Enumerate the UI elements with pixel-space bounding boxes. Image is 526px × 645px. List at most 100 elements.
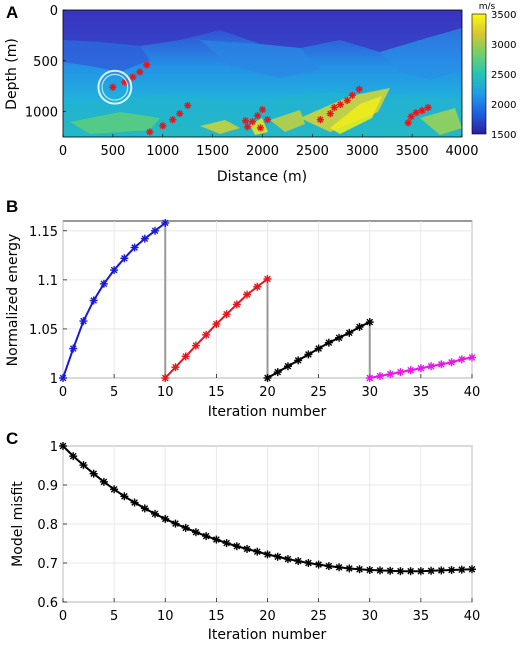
x-tick-label: 40: [464, 609, 481, 624]
star-stroke: [284, 555, 292, 563]
star-stroke: [305, 351, 312, 358]
panel-a-x-label: Distance (m): [217, 169, 307, 185]
colorbar-tick-label: 3500: [491, 10, 516, 21]
star-stroke: [151, 227, 159, 235]
star-stroke: [223, 539, 230, 547]
data-point: [59, 374, 67, 382]
panel-letter-b: B: [6, 197, 18, 216]
star-stroke: [259, 106, 266, 113]
panel-a-x-ticks: 0 500 1000 1500 2000 2500 3000 3500 4000: [59, 134, 479, 159]
colorbar-ticks: 3500 3000 2500 2000 1500: [491, 10, 516, 141]
star-stroke: [184, 102, 191, 109]
data-point: [140, 234, 149, 243]
star-stroke: [100, 280, 108, 288]
star-stroke: [143, 61, 150, 68]
star-stroke: [315, 561, 322, 568]
star-stroke: [366, 566, 374, 574]
data-point: [69, 452, 78, 461]
data-point: [181, 352, 190, 361]
data-point: [151, 226, 160, 235]
data-point: [120, 254, 129, 263]
star-stroke: [448, 358, 455, 366]
panel-c-x-ticks: 0 5 10 15 20 25 30 35 40: [59, 598, 480, 624]
data-point: [120, 492, 129, 501]
star-stroke: [264, 275, 271, 283]
source-marker: [326, 110, 334, 118]
star-stroke: [109, 84, 116, 91]
star-stroke: [59, 374, 67, 382]
x-tick-label: 5: [110, 609, 118, 624]
star-stroke: [331, 104, 338, 111]
star-stroke: [169, 116, 176, 123]
star-stroke: [397, 567, 404, 575]
star-stroke: [121, 79, 128, 86]
data-point: [365, 318, 374, 327]
source-marker: [169, 116, 177, 124]
data-point: [212, 535, 221, 544]
data-point: [294, 356, 303, 365]
star-stroke: [356, 323, 363, 331]
star-stroke: [249, 118, 256, 125]
highlight-circle: [97, 69, 133, 105]
data-point: [263, 550, 272, 559]
star-stroke: [233, 301, 241, 308]
star-stroke: [192, 342, 200, 349]
star-stroke: [110, 266, 118, 274]
colorbar-tick-label: 3000: [491, 40, 516, 51]
data-point: [89, 296, 98, 305]
data-point: [294, 557, 303, 566]
x-tick-label: 10: [157, 385, 174, 400]
source-markers: [109, 61, 432, 136]
star-stroke: [386, 567, 394, 575]
series: [161, 274, 272, 382]
star-stroke: [131, 244, 138, 251]
panel-b-y-label: Normalized energy: [5, 234, 21, 367]
data-point: [324, 562, 333, 571]
source-marker: [330, 103, 338, 112]
data-point: [130, 243, 139, 252]
source-marker: [404, 119, 412, 127]
star-stroke: [243, 291, 251, 298]
data-point: [335, 563, 344, 572]
source-marker: [348, 91, 356, 99]
star-stroke: [192, 528, 200, 536]
star-stroke: [335, 334, 343, 342]
series: [59, 218, 170, 382]
star-stroke: [131, 499, 138, 506]
star-stroke: [438, 360, 445, 368]
x-tick-label: 4000: [445, 144, 478, 159]
star-stroke: [294, 357, 302, 364]
data-point: [222, 539, 231, 548]
star-stroke: [294, 557, 302, 565]
star-stroke: [141, 235, 149, 242]
x-tick-label: 40: [464, 385, 481, 400]
data-point: [386, 566, 395, 575]
data-point: [345, 564, 354, 573]
star-stroke: [253, 548, 261, 556]
x-tick-label: 500: [100, 144, 125, 159]
data-point: [273, 552, 282, 561]
star-stroke: [161, 219, 169, 227]
x-tick-label: 20: [259, 609, 276, 624]
data-point: [79, 461, 88, 470]
panel-b-y-ticks: 1 1.05 1.1 1.15: [29, 225, 67, 387]
star-stroke: [202, 532, 210, 540]
source-marker: [418, 106, 426, 115]
data-point: [396, 368, 405, 377]
star-stroke: [427, 362, 435, 370]
data-point: [212, 320, 221, 329]
y-tick-label: 1.1: [37, 274, 58, 289]
star-stroke: [468, 354, 476, 361]
x-tick-label: 1500: [196, 144, 229, 159]
star-stroke: [141, 505, 149, 512]
data-point: [396, 567, 405, 576]
data-point: [375, 372, 384, 381]
star-stroke: [69, 452, 77, 460]
star-stroke: [305, 559, 312, 567]
star-stroke: [69, 345, 77, 352]
data-point: [191, 341, 200, 350]
data-point: [324, 338, 333, 347]
star-stroke: [386, 370, 394, 378]
star-stroke: [317, 116, 324, 123]
data-point: [335, 333, 344, 342]
